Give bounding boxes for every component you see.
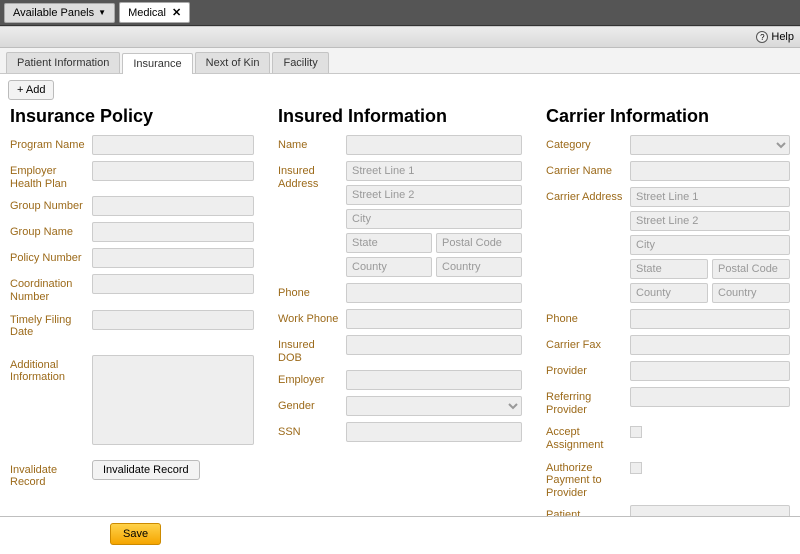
carrier-category-label: Category (546, 135, 630, 152)
employer-health-plan-input[interactable] (92, 161, 254, 181)
save-button[interactable]: Save (110, 523, 161, 545)
group-number-input[interactable] (92, 196, 254, 216)
tab-insurance[interactable]: Insurance (122, 53, 192, 74)
carrier-street2-input[interactable] (630, 211, 790, 231)
add-button[interactable]: + Add (8, 80, 54, 100)
policy-number-input[interactable] (92, 248, 254, 268)
coordination-number-label: Coordination Number (10, 274, 92, 303)
insured-phone-label: Phone (278, 283, 346, 300)
insurance-policy-heading: Insurance Policy (10, 106, 254, 127)
group-number-label: Group Number (10, 196, 92, 213)
insured-gender-label: Gender (278, 396, 346, 413)
program-name-label: Program Name (10, 135, 92, 152)
insurance-policy-column: Insurance Policy Program Name Employer H… (10, 106, 254, 508)
carrier-phone-label: Phone (546, 309, 630, 326)
carrier-state-input[interactable] (630, 259, 708, 279)
invalidate-record-label: Invalidate Record (10, 460, 92, 489)
employer-health-plan-label: Employer Health Plan (10, 161, 92, 190)
carrier-information-heading: Carrier Information (546, 106, 790, 127)
insured-information-column: Insured Information Name Insured Address… (278, 106, 522, 508)
carrier-fax-input[interactable] (630, 335, 790, 355)
group-name-label: Group Name (10, 222, 92, 239)
carrier-county-input[interactable] (630, 283, 708, 303)
invalidate-record-button[interactable]: Invalidate Record (92, 460, 200, 480)
sub-toolbar: ? Help (0, 26, 800, 48)
coordination-number-input[interactable] (92, 274, 254, 294)
authorize-payment-label: Authorize Payment to Provider (546, 458, 630, 500)
carrier-city-input[interactable] (630, 235, 790, 255)
module-tab-medical[interactable]: Medical ✕ (119, 2, 190, 23)
carrier-name-input[interactable] (630, 161, 790, 181)
program-name-input[interactable] (92, 135, 254, 155)
carrier-category-select[interactable] (630, 135, 790, 155)
caret-down-icon: ▼ (98, 8, 106, 17)
sub-action-bar: + Add (0, 74, 800, 106)
additional-info-textarea[interactable] (92, 355, 254, 445)
available-panels-label: Available Panels (13, 7, 94, 19)
timely-filing-input[interactable] (92, 310, 254, 330)
authorize-payment-checkbox[interactable] (630, 462, 642, 474)
carrier-street1-input[interactable] (630, 187, 790, 207)
policy-number-label: Policy Number (10, 248, 92, 265)
timely-filing-label: Timely Filing Date (10, 310, 92, 339)
accept-assignment-checkbox[interactable] (630, 426, 642, 438)
close-icon[interactable]: ✕ (172, 6, 181, 19)
carrier-information-column: Carrier Information Category Carrier Nam… (546, 106, 790, 508)
carrier-name-label: Carrier Name (546, 161, 630, 178)
insured-street2-input[interactable] (346, 185, 522, 205)
insured-information-heading: Insured Information (278, 106, 522, 127)
help-label: Help (771, 31, 794, 43)
carrier-country-input[interactable] (712, 283, 790, 303)
insured-state-input[interactable] (346, 233, 432, 253)
help-icon: ? (756, 31, 768, 43)
insured-dob-label: Insured DOB (278, 335, 346, 364)
insured-address-label: Insured Address (278, 161, 346, 190)
tab-facility[interactable]: Facility (272, 52, 328, 73)
insured-city-input[interactable] (346, 209, 522, 229)
insured-work-phone-input[interactable] (346, 309, 522, 329)
patient-relationship-label: Patient Relationship (546, 505, 630, 516)
carrier-phone-input[interactable] (630, 309, 790, 329)
carrier-provider-input[interactable] (630, 361, 790, 381)
insured-work-phone-label: Work Phone (278, 309, 346, 326)
help-link[interactable]: ? Help (756, 31, 794, 43)
carrier-postal-input[interactable] (712, 259, 790, 279)
additional-info-label: Additional Information (10, 355, 92, 384)
insured-employer-input[interactable] (346, 370, 522, 390)
tab-bar: Patient Information Insurance Next of Ki… (0, 48, 800, 74)
referring-provider-label: Referring Provider (546, 387, 630, 416)
insured-ssn-label: SSN (278, 422, 346, 439)
carrier-address-label: Carrier Address (546, 187, 630, 204)
insured-name-label: Name (278, 135, 346, 152)
group-name-input[interactable] (92, 222, 254, 242)
accept-assignment-label: Accept Assignment (546, 422, 630, 451)
insured-dob-input[interactable] (346, 335, 522, 355)
insured-ssn-input[interactable] (346, 422, 522, 442)
tab-patient-information[interactable]: Patient Information (6, 52, 120, 73)
insured-street1-input[interactable] (346, 161, 522, 181)
insured-gender-select[interactable] (346, 396, 522, 416)
insured-employer-label: Employer (278, 370, 346, 387)
carrier-fax-label: Carrier Fax (546, 335, 630, 352)
top-bar: Available Panels ▼ Medical ✕ (0, 0, 800, 26)
insured-country-input[interactable] (436, 257, 522, 277)
insured-postal-input[interactable] (436, 233, 522, 253)
tab-next-of-kin[interactable]: Next of Kin (195, 52, 271, 73)
referring-provider-input[interactable] (630, 387, 790, 407)
module-tab-label: Medical (128, 7, 166, 19)
insured-name-input[interactable] (346, 135, 522, 155)
insured-phone-input[interactable] (346, 283, 522, 303)
available-panels-button[interactable]: Available Panels ▼ (4, 3, 115, 23)
patient-relationship-input[interactable] (630, 505, 790, 516)
footer: Save (0, 516, 800, 551)
insured-county-input[interactable] (346, 257, 432, 277)
carrier-provider-label: Provider (546, 361, 630, 378)
form-canvas: Insurance Policy Program Name Employer H… (0, 106, 800, 516)
